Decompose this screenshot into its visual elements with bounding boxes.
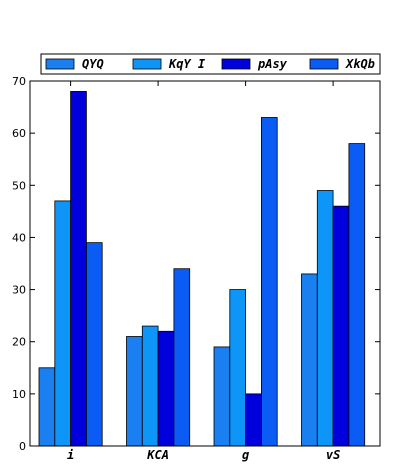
bar-XkQb-g [260, 117, 278, 447]
y-tick-label: 60 [12, 127, 26, 140]
legend-label: pAsy [257, 57, 288, 71]
bar-XkQb-KCA [173, 268, 191, 447]
y-tick-label: 70 [12, 75, 26, 88]
x-tick-label: KCA [146, 448, 169, 462]
y-axis: 0 10 20 30 40 50 60 70 [12, 75, 380, 453]
legend-swatch [309, 58, 339, 70]
legend-label: XkQb [345, 57, 375, 71]
bar-QYQ-KCA [126, 336, 143, 447]
legend-label: KqY I [168, 57, 206, 71]
legend-swatch [132, 58, 162, 70]
bar-XkQb-vS [348, 143, 366, 447]
y-tick-label: 50 [12, 179, 26, 192]
bar-pAsy-g [245, 393, 262, 447]
x-tick-label: vS [326, 448, 340, 462]
bar-XkQb-i [86, 242, 103, 447]
legend-box [40, 53, 381, 75]
bar-KqY-I-g [229, 289, 247, 447]
bar-QYQ-g [213, 346, 231, 447]
legend: QYQ KqY I pAsy XkQb [40, 53, 381, 75]
x-axis: i KCA g vS [67, 81, 340, 462]
bars-layer [38, 91, 366, 447]
y-tick-label: 30 [12, 284, 26, 297]
bar-QYQ-vS [301, 273, 318, 447]
bar-KqY-I-i [54, 200, 71, 447]
x-tick-label: i [67, 448, 74, 462]
plot-frame [29, 80, 381, 447]
bar-pAsy-i [70, 91, 87, 447]
y-tick-label: 20 [12, 336, 26, 349]
bar-KqY-I-vS [316, 190, 334, 447]
legend-swatch [45, 58, 75, 70]
bar-KqY-I-KCA [141, 325, 159, 447]
y-tick-label: 0 [19, 440, 26, 453]
legend-label: QYQ [82, 57, 104, 71]
bar-pAsy-KCA [157, 330, 175, 447]
y-tick-label: 10 [12, 388, 26, 401]
bar-pAsy-vS [332, 205, 350, 447]
legend-swatch [221, 58, 251, 70]
bar-QYQ-i [38, 367, 56, 447]
x-tick-label: g [242, 448, 249, 462]
y-tick-label: 40 [12, 231, 26, 244]
